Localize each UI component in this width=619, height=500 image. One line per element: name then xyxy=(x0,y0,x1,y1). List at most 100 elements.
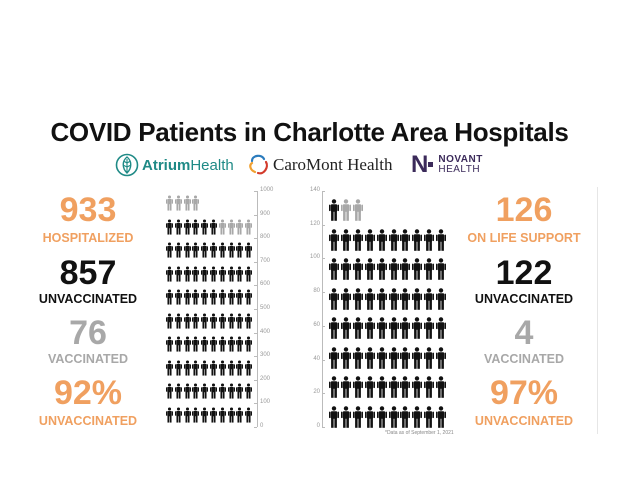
unvaccinated-person-icon xyxy=(201,336,209,357)
axis-tick-mark xyxy=(254,379,257,381)
unvaccinated-person-icon xyxy=(236,289,244,310)
left-unvaccinated-count: 857 xyxy=(59,254,117,292)
left-percent-unvaccinated: 92% xyxy=(53,374,123,412)
data-footnote: *Data as of September 1, 2021 xyxy=(385,430,454,436)
unvaccinated-person-icon xyxy=(376,287,387,315)
unvaccinated-person-icon xyxy=(400,258,411,285)
atrium-name-rest: Health xyxy=(190,156,234,174)
unvaccinated-person-icon xyxy=(218,289,226,310)
left-vaccinated-count: 76 xyxy=(69,314,107,352)
unvaccinated-person-icon xyxy=(364,346,375,374)
unvaccinated-person-icon xyxy=(329,346,339,374)
axis-tick-mark xyxy=(322,393,325,395)
unvaccinated-person-icon xyxy=(210,218,217,240)
unvaccinated-person-icon xyxy=(340,228,351,256)
unvaccinated-person-icon xyxy=(424,317,435,344)
axis-tick-label: 140 xyxy=(309,187,320,193)
unvaccinated-person-icon xyxy=(329,405,339,433)
axis-tick-label: 600 xyxy=(260,281,271,288)
unvaccinated-person-icon xyxy=(400,287,411,315)
unvaccinated-person-icon xyxy=(174,406,182,428)
unvaccinated-person-icon xyxy=(436,258,447,285)
axis-tick-label: 300 xyxy=(260,352,271,359)
unvaccinated-person-icon xyxy=(400,317,411,344)
unvaccinated-person-icon xyxy=(227,312,235,334)
right-vaccinated-count: 4 xyxy=(514,314,534,352)
unvaccinated-person-icon xyxy=(412,258,423,285)
unvaccinated-person-icon xyxy=(245,359,253,381)
axis-tick-mark xyxy=(254,309,257,310)
axis-tick-mark xyxy=(322,359,325,361)
unvaccinated-person-icon xyxy=(245,336,253,357)
unvaccinated-person-icon xyxy=(352,405,363,433)
unvaccinated-person-icon xyxy=(245,289,253,310)
hospital-logos: AtriumHealth CaroMont Health N NOVANT HE… xyxy=(0,152,619,178)
unvaccinated-person-icon xyxy=(245,383,253,404)
unvaccinated-person-icon xyxy=(227,383,235,404)
axis-tick-label: 120 xyxy=(309,220,320,227)
unvaccinated-person-icon xyxy=(340,346,351,374)
unvaccinated-person-icon xyxy=(192,336,200,357)
unvaccinated-person-icon xyxy=(174,336,182,357)
axis-tick-mark xyxy=(322,191,325,192)
life-support-label: ON LIFE SUPPORT xyxy=(467,231,581,245)
unvaccinated-person-icon xyxy=(236,242,244,263)
unvaccinated-person-icon xyxy=(388,405,399,433)
unvaccinated-person-icon xyxy=(340,317,351,344)
unvaccinated-person-icon xyxy=(412,376,423,403)
unvaccinated-person-icon xyxy=(174,218,182,240)
vaccinated-person-icon xyxy=(340,199,351,226)
unvaccinated-person-icon xyxy=(218,383,226,404)
unvaccinated-person-icon xyxy=(192,359,200,381)
unvaccinated-person-icon xyxy=(236,336,244,357)
vaccinated-person-icon xyxy=(174,195,182,216)
unvaccinated-person-icon xyxy=(236,312,244,334)
unvaccinated-person-icon xyxy=(436,376,447,403)
unvaccinated-person-icon xyxy=(364,258,375,285)
unvaccinated-person-icon xyxy=(201,406,209,428)
axis-tick-mark xyxy=(254,356,257,358)
atrium-name-bold: Atrium xyxy=(142,156,191,174)
axis-tick-label: 80 xyxy=(313,288,320,295)
unvaccinated-person-icon xyxy=(412,346,423,374)
unvaccinated-person-icon xyxy=(218,336,226,357)
vaccinated-person-icon xyxy=(245,218,253,240)
unvaccinated-person-icon xyxy=(227,406,235,428)
right-vaccinated-label: VACCINATED xyxy=(483,352,565,366)
unvaccinated-person-icon xyxy=(236,383,244,404)
unvaccinated-person-icon xyxy=(376,346,387,374)
unvaccinated-person-icon xyxy=(424,258,435,285)
unvaccinated-person-icon xyxy=(364,317,375,344)
axis-tick-label: 100 xyxy=(309,254,320,261)
axis-tick-label: 800 xyxy=(260,234,271,241)
axis-tick-label: 100 xyxy=(260,399,271,406)
unvaccinated-person-icon xyxy=(340,405,351,433)
unvaccinated-person-icon xyxy=(210,359,217,381)
unvaccinated-person-icon xyxy=(412,405,423,433)
unvaccinated-person-icon xyxy=(329,287,339,315)
unvaccinated-person-icon xyxy=(376,376,387,403)
unvaccinated-person-icon xyxy=(192,289,200,310)
unvaccinated-person-icon xyxy=(201,265,209,287)
unvaccinated-person-icon xyxy=(376,405,387,433)
axis-tick-label: 0 xyxy=(260,423,264,429)
unvaccinated-person-icon xyxy=(166,289,173,310)
unvaccinated-person-icon xyxy=(364,228,375,256)
unvaccinated-person-icon xyxy=(412,317,423,344)
axis-tick-mark xyxy=(254,427,257,428)
unvaccinated-person-icon xyxy=(352,317,363,344)
unvaccinated-person-icon xyxy=(183,312,191,334)
unvaccinated-person-icon xyxy=(192,383,200,404)
unvaccinated-person-icon xyxy=(364,287,375,315)
unvaccinated-person-icon xyxy=(174,242,182,263)
axis-tick-mark xyxy=(322,427,325,428)
unvaccinated-person-icon xyxy=(352,376,363,403)
unvaccinated-person-icon xyxy=(245,312,253,334)
left-percent-label: UNVACCINATED xyxy=(38,414,138,428)
atrium-health-logo: AtriumHealth xyxy=(115,152,234,178)
unvaccinated-person-icon xyxy=(218,242,226,263)
unvaccinated-person-icon xyxy=(183,218,191,240)
vaccinated-person-icon xyxy=(192,195,200,216)
vaccinated-person-icon xyxy=(218,218,226,240)
unvaccinated-person-icon xyxy=(364,376,375,403)
